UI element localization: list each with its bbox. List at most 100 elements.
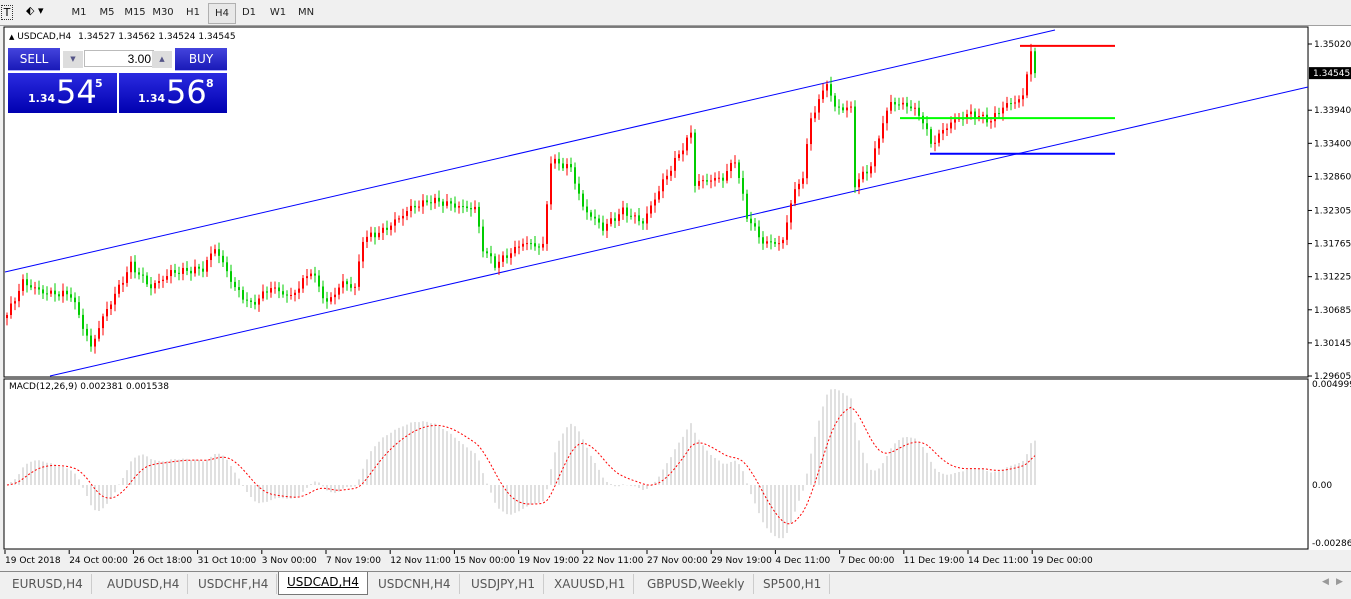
symbol-label: USDCAD,H4 bbox=[17, 32, 72, 42]
candle-body bbox=[450, 201, 452, 204]
chart-tab[interactable]: USDCHF,H4 bbox=[190, 574, 278, 594]
candle-body bbox=[130, 261, 132, 273]
price-tick-label: 1.33400 bbox=[1314, 139, 1351, 149]
candle-body bbox=[974, 111, 976, 118]
price-tick-label: 1.30685 bbox=[1314, 306, 1351, 316]
timeframe-m1[interactable]: M1 bbox=[71, 7, 87, 18]
candle-body bbox=[682, 150, 684, 155]
candle-body bbox=[778, 243, 780, 245]
candle-body bbox=[670, 170, 672, 176]
candle-body bbox=[638, 215, 640, 222]
sell-price[interactable]: 1.34 54 5 bbox=[8, 73, 117, 113]
chart-tab[interactable]: XAUUSD,H1 bbox=[546, 574, 635, 594]
time-tick-label: 7 Dec 00:00 bbox=[840, 556, 895, 566]
candle-body bbox=[770, 241, 772, 243]
candle-body bbox=[202, 268, 204, 272]
candle-body bbox=[686, 137, 688, 151]
candle-body bbox=[798, 183, 800, 190]
candle-body bbox=[242, 290, 244, 300]
candle-body bbox=[194, 266, 196, 274]
candle-body bbox=[66, 290, 68, 295]
chart-canvas[interactable]: 1.35020 1.33940 1.33400 1.32860 1.32305 1.317… bbox=[0, 26, 1351, 571]
candle-body bbox=[434, 197, 436, 204]
sell-price-prefix: 1.34 bbox=[28, 92, 56, 105]
candle-body bbox=[714, 177, 716, 181]
time-tick-label: 29 Nov 19:00 bbox=[711, 556, 772, 566]
candle-body bbox=[442, 201, 444, 206]
candle-body bbox=[734, 162, 736, 164]
candle-body bbox=[50, 290, 52, 294]
candle-body bbox=[582, 193, 584, 207]
candle-body bbox=[530, 243, 532, 245]
timeframe-mn[interactable]: MN bbox=[297, 7, 315, 18]
candle-body bbox=[178, 272, 180, 274]
candle-body bbox=[250, 300, 252, 302]
chart-tab[interactable]: USDJPY,H1 bbox=[463, 574, 544, 594]
candle-body bbox=[858, 179, 860, 188]
chart-tab[interactable]: EURUSD,H4 bbox=[4, 574, 92, 594]
candle-body bbox=[730, 162, 732, 172]
candle-body bbox=[230, 271, 232, 282]
macd-label: MACD(12,26,9) 0.002381 0.001538 bbox=[9, 382, 169, 392]
candle-body bbox=[414, 205, 416, 208]
candle-body bbox=[462, 206, 464, 208]
candle-body bbox=[882, 123, 884, 139]
price-tick-label: 1.31225 bbox=[1314, 273, 1351, 283]
candle-body bbox=[558, 158, 560, 164]
time-tick-label: 19 Dec 00:00 bbox=[1032, 556, 1093, 566]
lot-input[interactable] bbox=[84, 50, 154, 67]
chart-tab[interactable]: AUDUSD,H4 bbox=[99, 574, 189, 594]
candle-body bbox=[62, 290, 64, 297]
price-tick-label: 1.31765 bbox=[1314, 240, 1351, 250]
timeframe-h4[interactable]: H4 bbox=[208, 3, 236, 24]
chart-tab[interactable]: SP500,H1 bbox=[755, 574, 831, 594]
chart-tab[interactable]: USDCNH,H4 bbox=[370, 574, 460, 594]
candle-body bbox=[286, 294, 288, 296]
timeframe-w1[interactable]: W1 bbox=[269, 7, 287, 18]
candle-body bbox=[942, 129, 944, 134]
candle-body bbox=[78, 302, 80, 315]
objects-dropdown-icon[interactable]: ⬖ ▾ bbox=[26, 4, 44, 17]
candle-body bbox=[522, 243, 524, 247]
scroll-left-icon[interactable]: ◀ bbox=[1322, 577, 1329, 587]
timeframe-m30[interactable]: M30 bbox=[152, 7, 174, 18]
chart-tab[interactable]: GBPUSD,Weekly bbox=[639, 574, 754, 594]
candle-body bbox=[606, 223, 608, 231]
candle-body bbox=[542, 243, 544, 248]
candle-body bbox=[38, 287, 40, 290]
candle-body bbox=[1026, 74, 1028, 96]
candle-body bbox=[518, 246, 520, 248]
timeframe-h1[interactable]: H1 bbox=[186, 7, 200, 18]
timeframe-m5[interactable]: M5 bbox=[99, 7, 115, 18]
scroll-right-icon[interactable]: ▶ bbox=[1336, 577, 1343, 587]
candle-body bbox=[966, 114, 968, 119]
lot-increase-button[interactable]: ▲ bbox=[152, 51, 172, 68]
candle-body bbox=[654, 199, 656, 206]
timeframe-m15[interactable]: M15 bbox=[124, 7, 146, 18]
text-tool-icon[interactable]: T bbox=[1, 5, 13, 20]
buy-price-prefix: 1.34 bbox=[138, 92, 166, 105]
candle-body bbox=[338, 287, 340, 295]
collapse-icon[interactable]: ▲ bbox=[9, 33, 15, 41]
chart-tab[interactable]: USDCAD,H4 bbox=[278, 572, 368, 595]
sell-button[interactable]: SELL bbox=[8, 48, 60, 71]
candle-body bbox=[142, 274, 144, 276]
current-price-label: 1.34545 bbox=[1313, 69, 1350, 79]
price-tick-label: 1.30145 bbox=[1314, 339, 1351, 349]
candle-body bbox=[214, 249, 216, 254]
candle-body bbox=[146, 275, 148, 285]
lot-decrease-button[interactable]: ▼ bbox=[63, 51, 83, 68]
candle-body bbox=[386, 227, 388, 230]
time-tick-label: 11 Dec 19:00 bbox=[904, 556, 965, 566]
candle-body bbox=[418, 206, 420, 208]
candle-body bbox=[126, 272, 128, 283]
buy-price[interactable]: 1.34 56 8 bbox=[119, 73, 227, 113]
candle-body bbox=[150, 284, 152, 289]
candle-body bbox=[58, 294, 60, 297]
candle-body bbox=[794, 189, 796, 204]
time-tick-label: 14 Dec 11:00 bbox=[968, 556, 1029, 566]
candle-body bbox=[238, 287, 240, 291]
candle-body bbox=[954, 119, 956, 123]
buy-button[interactable]: BUY bbox=[175, 48, 227, 71]
timeframe-d1[interactable]: D1 bbox=[241, 7, 257, 18]
